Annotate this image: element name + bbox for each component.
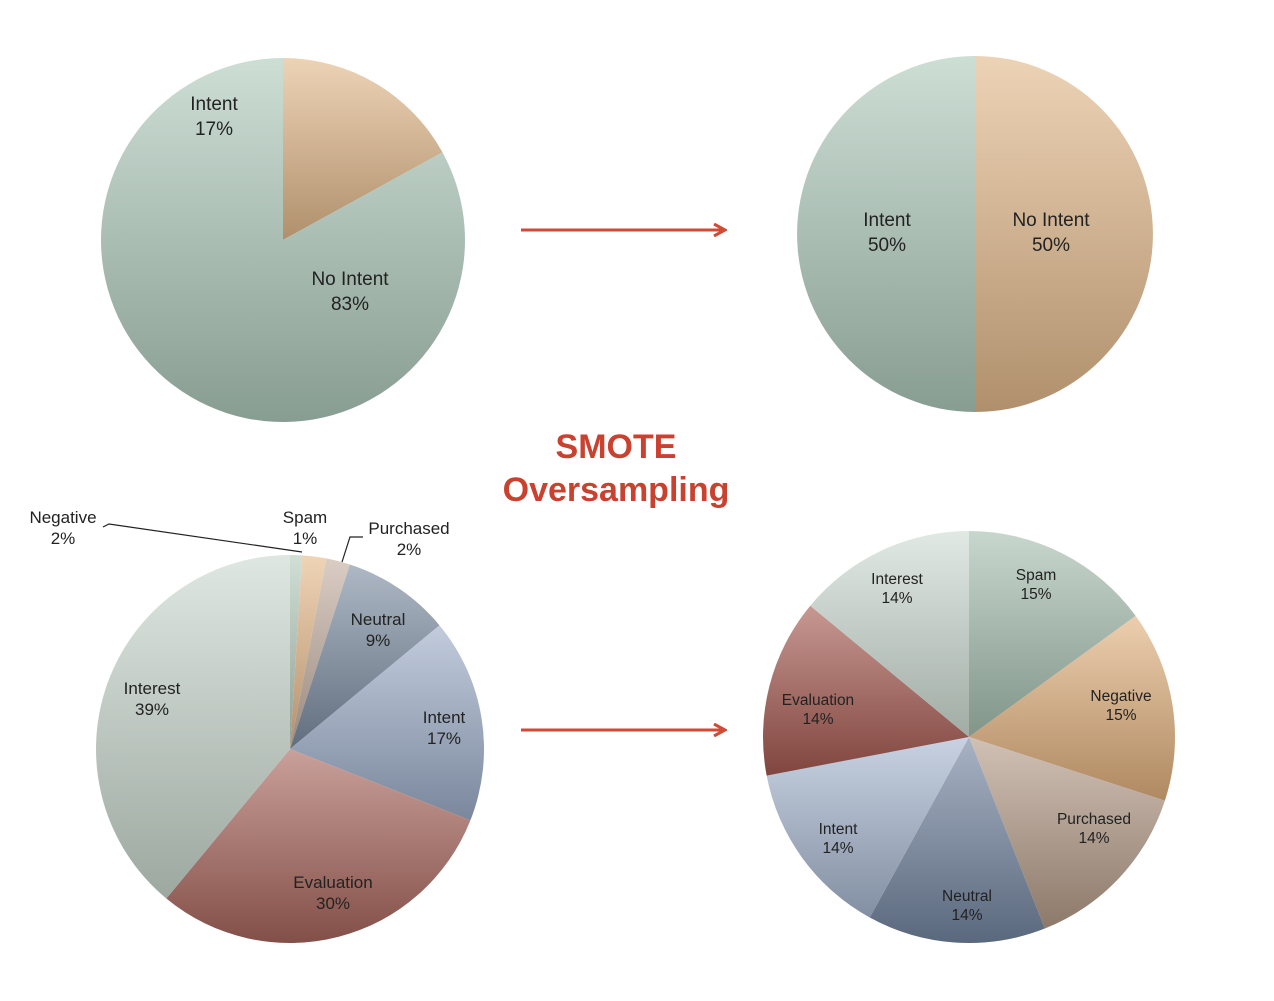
slice-spam: [969, 531, 1136, 737]
slice-name: Spam: [283, 508, 327, 527]
slice-percent: 15%: [1020, 586, 1051, 603]
slice-name: Purchased: [368, 519, 449, 538]
leader-line-negative: [102, 523, 303, 553]
slice-label-purchased: Purchased 14%: [1057, 811, 1131, 847]
slice-name: No Intent: [311, 269, 389, 290]
slice-label-intent: Intent 14%: [819, 821, 858, 857]
slice-percent: 9%: [366, 631, 391, 650]
slice-no-intent: [101, 58, 465, 422]
slice-label-negative: Negative 2%: [29, 508, 96, 548]
slice-intent: [290, 625, 484, 821]
slice-label-interest: Interest 39%: [124, 679, 181, 719]
pie-chart-1: Intent 17% No Intent 83%: [101, 58, 465, 422]
slice-name: No Intent: [1012, 210, 1090, 231]
smote-annotation-line1: SMOTE: [555, 428, 677, 466]
slice-name: Intent: [863, 210, 911, 231]
slice-name: Evaluation: [293, 873, 372, 892]
slice-intent: [975, 56, 1153, 412]
pie-chart-4: Spam 15% Negative 15% Purchased 14% Neutral 14%…: [763, 531, 1175, 943]
slice-label-spam: Spam 1%: [283, 508, 327, 548]
slice-percent: 50%: [868, 235, 906, 256]
slice-label-intent: Intent 17%: [423, 708, 466, 748]
slice-interest: [96, 555, 290, 899]
slice-negative: [290, 555, 327, 749]
slice-name: Neutral: [351, 610, 406, 629]
slice-name: Interest: [124, 679, 181, 698]
smote-annotation-line2: Oversampling: [502, 471, 730, 509]
slice-label-interest: Interest 14%: [871, 571, 923, 607]
slice-percent: 83%: [331, 294, 369, 315]
slice-label-intent: Intent 17%: [190, 94, 238, 140]
slice-name: Negative: [29, 508, 96, 527]
slice-name: Spam: [1016, 567, 1057, 584]
slice-name: Intent: [819, 821, 858, 838]
slice-name: Purchased: [1057, 811, 1131, 828]
pie-chart-2: Intent 50% No Intent 50%: [797, 56, 1153, 412]
slice-name: Intent: [190, 94, 238, 115]
slice-name: Neutral: [942, 888, 992, 905]
slice-name: Evaluation: [782, 692, 854, 709]
slice-percent: 30%: [316, 894, 350, 913]
slice-spam: [290, 555, 303, 749]
slice-neutral: [869, 737, 1045, 943]
slice-percent: 17%: [427, 729, 461, 748]
pie-chart-3: Spam 1% Negative 2% Purchased 2% Neutral 9% Inte…: [29, 508, 484, 943]
slice-label-neutral: Neutral 9%: [351, 610, 406, 650]
slice-no-intent: [797, 56, 975, 412]
slice-evaluation: [763, 605, 969, 776]
slice-name: Negative: [1090, 688, 1151, 705]
slice-interest: [810, 531, 969, 737]
slice-percent: 1%: [293, 529, 318, 548]
slice-purchased: [969, 737, 1165, 929]
slice-neutral: [290, 564, 440, 749]
slice-label-purchased: Purchased 2%: [368, 519, 449, 559]
slice-label-intent: Intent 50%: [863, 210, 911, 256]
slice-negative: [969, 615, 1175, 801]
smote-annotation: SMOTE Oversampling: [466, 426, 766, 512]
slice-percent: 39%: [135, 700, 169, 719]
slice-percent: 14%: [1078, 830, 1109, 847]
slice-percent: 17%: [195, 119, 233, 140]
slice-percent: 14%: [951, 907, 982, 924]
slice-label-no-intent: No Intent 50%: [1012, 210, 1090, 256]
slice-name: Interest: [871, 571, 923, 588]
slice-percent: 14%: [881, 590, 912, 607]
slice-label-spam: Spam 15%: [1016, 567, 1057, 603]
slice-label-neutral: Neutral 14%: [942, 888, 992, 924]
slice-percent: 50%: [1032, 235, 1070, 256]
slice-evaluation: [166, 749, 471, 943]
slice-label-evaluation: Evaluation 30%: [293, 873, 372, 913]
slice-percent: 14%: [822, 840, 853, 857]
leader-line-purchased: [341, 536, 363, 563]
slice-label-no-intent: No Intent 83%: [311, 269, 389, 315]
slice-label-negative: Negative 15%: [1090, 688, 1151, 724]
slice-intent: [766, 737, 969, 918]
slice-percent: 2%: [51, 529, 76, 548]
slice-purchased: [290, 558, 350, 749]
slice-label-evaluation: Evaluation 14%: [782, 692, 854, 728]
slice-intent: [283, 58, 443, 240]
slice-percent: 15%: [1105, 707, 1136, 724]
slice-name: Intent: [423, 708, 466, 727]
slice-percent: 14%: [802, 711, 833, 728]
slice-percent: 2%: [397, 540, 422, 559]
